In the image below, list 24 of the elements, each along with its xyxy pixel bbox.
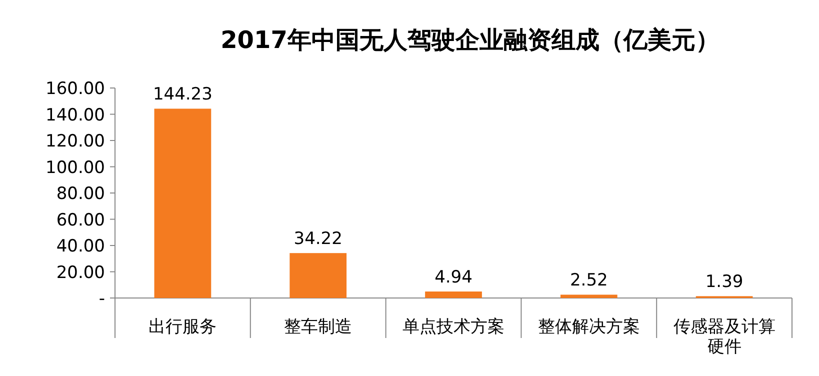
bar <box>290 253 347 298</box>
y-tick-label: 40.00 <box>56 236 105 256</box>
y-tick-label: 120.00 <box>46 132 105 152</box>
data-label: 144.23 <box>152 84 212 105</box>
y-tick-label: 20.00 <box>56 262 105 283</box>
y-tick-label: 80.00 <box>56 184 105 204</box>
data-label: 4.94 <box>434 268 472 288</box>
data-label: 34.22 <box>294 229 342 250</box>
y-tick-label: 60.00 <box>56 210 105 230</box>
x-tick-label: 传感器及计算硬件 <box>673 317 776 357</box>
y-tick-label: 100.00 <box>46 158 105 178</box>
bar <box>154 108 212 298</box>
x-tick-label: 整体解决方案 <box>538 317 640 337</box>
y-tick-label: 160.00 <box>46 79 105 99</box>
x-tick-label: 出行服务 <box>148 317 217 337</box>
x-tick-label: 整车制造 <box>284 317 352 337</box>
x-tick-label: 单点技术方案 <box>402 317 504 337</box>
data-label: 2.52 <box>570 270 608 291</box>
bar <box>425 292 482 298</box>
y-tick-label: - <box>98 289 105 309</box>
y-tick-label: 140.00 <box>46 105 105 126</box>
chart-title: 2017年中国无人驾驶企业融资组成（亿美元） <box>220 26 720 54</box>
bar <box>560 294 618 298</box>
data-label: 1.39 <box>705 272 744 292</box>
